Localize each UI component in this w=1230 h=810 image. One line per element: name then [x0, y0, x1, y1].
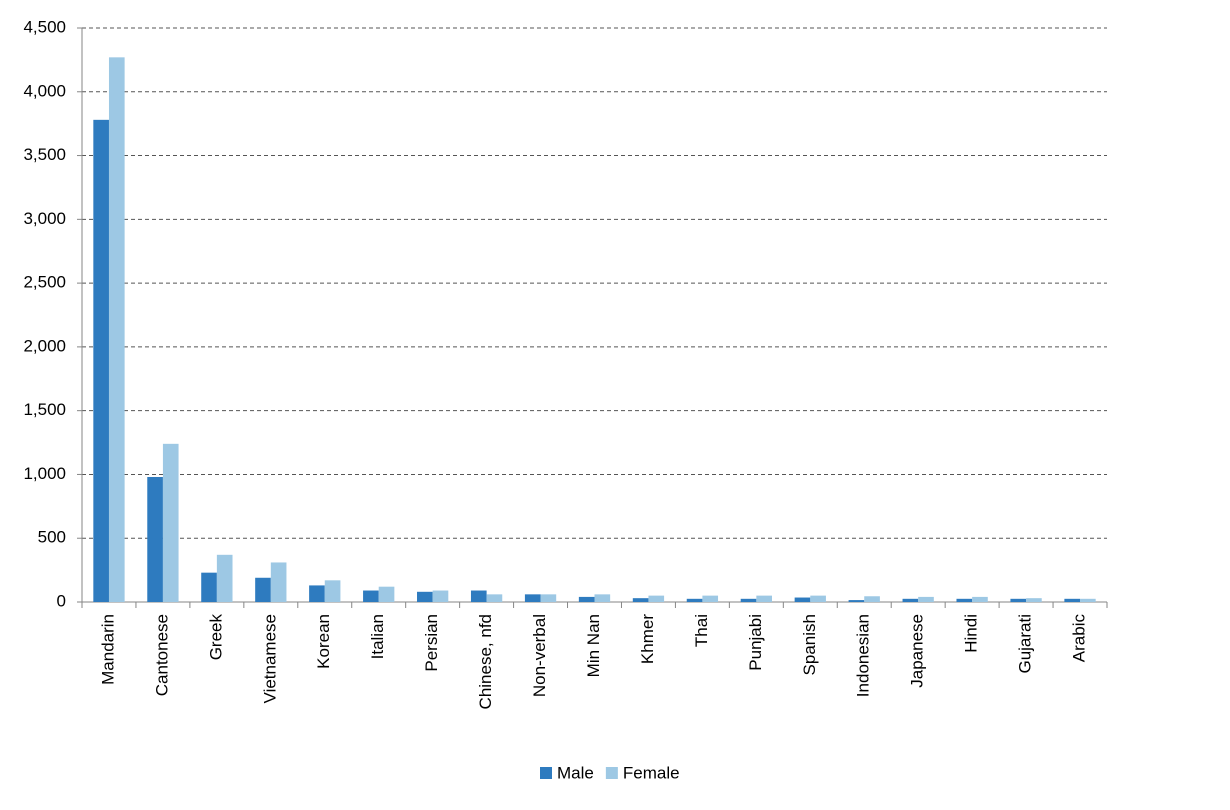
bar	[108, 57, 125, 603]
x-tick-label: Greek	[206, 614, 225, 661]
x-tick-label: Thai	[692, 614, 711, 647]
bar	[756, 595, 772, 602]
bar	[486, 594, 503, 602]
bar	[147, 476, 163, 602]
x-tick-label: Arabic	[1070, 614, 1089, 663]
y-tick-label: 2,500	[23, 273, 66, 292]
bar	[810, 595, 826, 602]
bar	[432, 590, 449, 602]
x-tick-label: Italian	[368, 614, 387, 659]
x-tick-label: Cantonese	[152, 614, 171, 696]
bar	[972, 596, 988, 602]
bar	[918, 596, 934, 602]
x-tick-label: Mandarin	[98, 614, 117, 685]
bar	[632, 598, 649, 602]
bar	[309, 585, 325, 602]
y-tick-label: 3,500	[23, 145, 66, 164]
bar	[255, 577, 271, 602]
x-tick-label: Hindi	[962, 614, 981, 653]
x-tick-label: Japanese	[908, 614, 927, 688]
y-tick-label: 4,500	[23, 17, 66, 36]
bar	[524, 594, 541, 602]
y-tick-label: 2,000	[23, 336, 66, 355]
y-tick-label: 0	[57, 591, 66, 610]
y-tick-label: 1,500	[23, 400, 66, 419]
bar	[470, 590, 487, 602]
x-tick-label: Punjabi	[746, 614, 765, 671]
x-tick-label: Persian	[422, 614, 441, 672]
bar	[740, 598, 757, 602]
bar	[686, 598, 703, 602]
bar	[378, 586, 395, 602]
x-tick-label: Vietnamese	[260, 614, 279, 703]
y-tick-label: 3,000	[23, 209, 66, 228]
x-tick-label: Non-verbal	[530, 614, 549, 697]
bar	[417, 591, 433, 602]
bar	[216, 554, 233, 602]
bar	[578, 596, 595, 602]
x-tick-label: Indonesian	[854, 614, 873, 697]
bar	[864, 596, 880, 602]
x-tick-label: Chinese, nfd	[476, 614, 495, 709]
bar	[702, 595, 719, 602]
x-tick-label: Min Nan	[584, 614, 603, 677]
bar	[162, 443, 179, 602]
bar	[324, 580, 341, 602]
x-tick-label: Khmer	[638, 614, 657, 664]
bar	[201, 572, 217, 602]
y-tick-label: 500	[38, 528, 66, 547]
bar	[594, 594, 611, 602]
legend-label: Male	[557, 763, 594, 782]
bar	[794, 597, 811, 602]
bar	[1064, 598, 1081, 602]
legend-swatch	[605, 767, 618, 779]
y-tick-label: 4,000	[23, 81, 66, 100]
bar	[956, 598, 973, 602]
bar	[1026, 598, 1042, 602]
legend-label: Female	[623, 763, 680, 782]
bar	[93, 119, 109, 602]
x-tick-label: Korean	[314, 614, 333, 669]
bar	[363, 590, 379, 602]
y-tick-label: 1,000	[23, 464, 66, 483]
bar	[902, 598, 919, 602]
bar	[540, 594, 557, 602]
bar	[270, 562, 287, 602]
legend-swatch	[540, 767, 552, 779]
bar	[648, 595, 665, 602]
x-tick-label: Gujarati	[1016, 614, 1035, 674]
bar	[848, 600, 865, 602]
bar	[1010, 598, 1027, 602]
x-tick-label: Spanish	[800, 614, 819, 675]
bar	[1080, 598, 1096, 602]
